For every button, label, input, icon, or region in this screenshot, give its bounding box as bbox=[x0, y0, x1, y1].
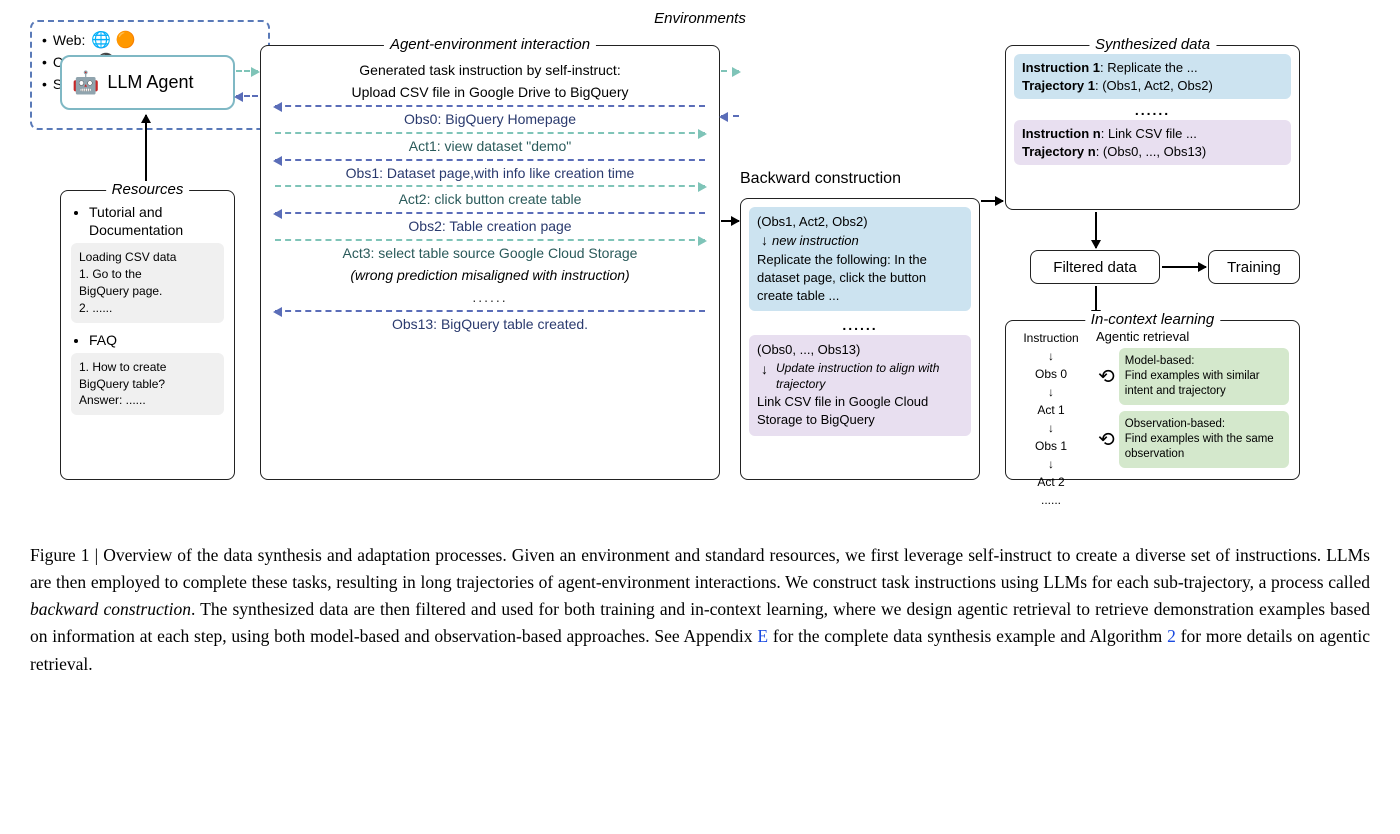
arrow-interaction-to-env bbox=[721, 70, 739, 72]
icl-green-2: Observation-based: Find examples with th… bbox=[1119, 411, 1289, 468]
icl-seq-1: Obs 0 bbox=[1016, 365, 1086, 383]
icl-seq-4: ↓ bbox=[1016, 419, 1086, 437]
icl-seq-8: ...... bbox=[1016, 491, 1086, 509]
arrow-env-to-interaction bbox=[721, 115, 739, 117]
backward-heading: Backward construction bbox=[740, 170, 901, 188]
arrow-resources-to-llm bbox=[145, 115, 147, 183]
step-obs13: Obs13: BigQuery table created. bbox=[275, 315, 705, 334]
arrow-backward-to-synth bbox=[981, 200, 1003, 202]
caption-body1: Overview of the data synthesis and adapt… bbox=[30, 545, 1370, 592]
icl-left-col: Instruction ↓ Obs 0 ↓ Act 1 ↓ Obs 1 ↓ Ac… bbox=[1016, 329, 1086, 509]
interaction-title: Agent-environment interaction bbox=[384, 36, 596, 53]
caption-prefix: Figure 1 | bbox=[30, 545, 103, 565]
caption-em: backward construction bbox=[30, 599, 191, 619]
arrow-obs0 bbox=[275, 105, 705, 107]
resources-box: Resources Tutorial and Documentation Loa… bbox=[60, 190, 235, 480]
icl-seq-5: Obs 1 bbox=[1016, 437, 1086, 455]
icl-seq-2: ↓ bbox=[1016, 383, 1086, 401]
arrow-synth-to-filtered bbox=[1095, 212, 1097, 248]
web-icon: 🌐 🟠 bbox=[91, 30, 135, 50]
step-obs0: Obs0: BigQuery Homepage bbox=[275, 110, 705, 129]
step-act3-note: (wrong prediction misaligned with instru… bbox=[275, 266, 705, 285]
bc1-arrow: ↓new instruction bbox=[757, 231, 963, 251]
icl-right-col: Agentic retrieval ⟲ Model-based: Find ex… bbox=[1096, 329, 1289, 509]
bc1-text: Replicate the following: In the dataset … bbox=[757, 251, 963, 306]
arrow-act1 bbox=[275, 132, 705, 134]
arrow-obs1 bbox=[275, 159, 705, 161]
bc1-traj: (Obs1, Act2, Obs2) bbox=[757, 213, 963, 231]
training-label: Training bbox=[1227, 259, 1281, 276]
arrow-interaction-to-llm bbox=[236, 95, 258, 97]
resource-faq-box: 1. How to create BigQuery table? Answer:… bbox=[71, 353, 224, 415]
step-act2: Act2: click button create table bbox=[275, 190, 705, 209]
algorithm-2-link[interactable]: 2 bbox=[1167, 626, 1176, 646]
training-box: Training bbox=[1208, 250, 1300, 284]
icl-right-title: Agentic retrieval bbox=[1096, 329, 1289, 344]
llm-agent-box: 🤖 LLM Agent bbox=[60, 55, 235, 110]
step-obs1: Obs1: Dataset page,with info like creati… bbox=[275, 164, 705, 183]
llm-agent-label: LLM Agent bbox=[107, 72, 193, 93]
arrow-interaction-to-backward bbox=[721, 220, 739, 222]
cycle-icon: ⟲ bbox=[1098, 364, 1115, 389]
icl-instruction-label: Instruction bbox=[1016, 329, 1086, 347]
resource-item-tutorial: Tutorial and Documentation bbox=[89, 203, 224, 239]
synth-item-n: Instruction n: Link CSV file ... Traject… bbox=[1014, 120, 1291, 165]
arrow-obs2 bbox=[275, 212, 705, 214]
icl-green1-title: Model-based: bbox=[1125, 354, 1283, 369]
step-act3: Act3: select table source Google Cloud S… bbox=[275, 244, 705, 263]
diagram: 🤖 LLM Agent Resources Tutorial and Docum… bbox=[30, 20, 1370, 520]
icl-seq-3: Act 1 bbox=[1016, 401, 1086, 419]
task-label: Generated task instruction by self-instr… bbox=[275, 61, 705, 80]
icl-green-1: Model-based: Find examples with similar … bbox=[1119, 348, 1289, 405]
caption-body3: for the complete data synthesis example … bbox=[768, 626, 1167, 646]
synth-dots: ...... bbox=[1014, 102, 1291, 118]
icl-seq-0: ↓ bbox=[1016, 347, 1086, 365]
icl-box: In-context learning Instruction ↓ Obs 0 … bbox=[1005, 320, 1300, 480]
arrow-filtered-to-training bbox=[1162, 266, 1206, 268]
robot-icon: 🤖 bbox=[72, 70, 99, 96]
arrow-act2 bbox=[275, 185, 705, 187]
synth-title: Synthesized data bbox=[1089, 36, 1216, 53]
icl-seq-7: Act 2 bbox=[1016, 473, 1086, 491]
backward-box: (Obs1, Act2, Obs2) ↓new instruction Repl… bbox=[740, 198, 980, 480]
arrow-obs13 bbox=[275, 310, 705, 312]
step-dots: ...... bbox=[275, 288, 705, 307]
icl-green2-title: Observation-based: bbox=[1125, 417, 1283, 432]
bc2-traj: (Obs0, ..., Obs13) bbox=[757, 341, 963, 359]
icl-green2-text: Find examples with the same observation bbox=[1125, 432, 1283, 462]
arrow-act3 bbox=[275, 239, 705, 241]
icl-green1-text: Find examples with similar intent and tr… bbox=[1125, 369, 1283, 399]
filtered-box: Filtered data bbox=[1030, 250, 1160, 284]
resources-title: Resources bbox=[106, 181, 190, 198]
icl-title: In-context learning bbox=[1085, 311, 1220, 328]
task-text: Upload CSV file in Google Drive to BigQu… bbox=[275, 83, 705, 102]
bc-box-1: (Obs1, Act2, Obs2) ↓new instruction Repl… bbox=[749, 207, 971, 311]
figure-container: 🤖 LLM Agent Resources Tutorial and Docum… bbox=[30, 20, 1370, 678]
resource-item-faq: FAQ bbox=[89, 331, 224, 349]
appendix-e-link[interactable]: E bbox=[757, 626, 768, 646]
interaction-box: Agent-environment interaction Generated … bbox=[260, 45, 720, 480]
step-obs2: Obs2: Table creation page bbox=[275, 217, 705, 236]
figure-caption: Figure 1 | Overview of the data synthesi… bbox=[30, 542, 1370, 678]
synth-box: Synthesized data Instruction 1: Replicat… bbox=[1005, 45, 1300, 210]
bc2-arrow: ↓Update instruction to align with trajec… bbox=[757, 360, 963, 394]
cycle-icon-2: ⟲ bbox=[1098, 427, 1115, 452]
filtered-label: Filtered data bbox=[1053, 259, 1136, 276]
environments-title: Environments bbox=[648, 10, 752, 27]
icl-seq-6: ↓ bbox=[1016, 455, 1086, 473]
resource-tutorial-box: Loading CSV data 1. Go to the BigQuery p… bbox=[71, 243, 224, 322]
synth-item-1: Instruction 1: Replicate the ... Traject… bbox=[1014, 54, 1291, 99]
bc-dots: ...... bbox=[749, 317, 971, 333]
env-web: • Web: 🌐 🟠 bbox=[42, 30, 258, 50]
bc-box-2: (Obs0, ..., Obs13) ↓Update instruction t… bbox=[749, 335, 971, 435]
step-act1: Act1: view dataset "demo" bbox=[275, 137, 705, 156]
arrow-llm-to-interaction bbox=[236, 70, 258, 72]
bc2-text: Link CSV file in Google Cloud Storage to… bbox=[757, 393, 963, 429]
